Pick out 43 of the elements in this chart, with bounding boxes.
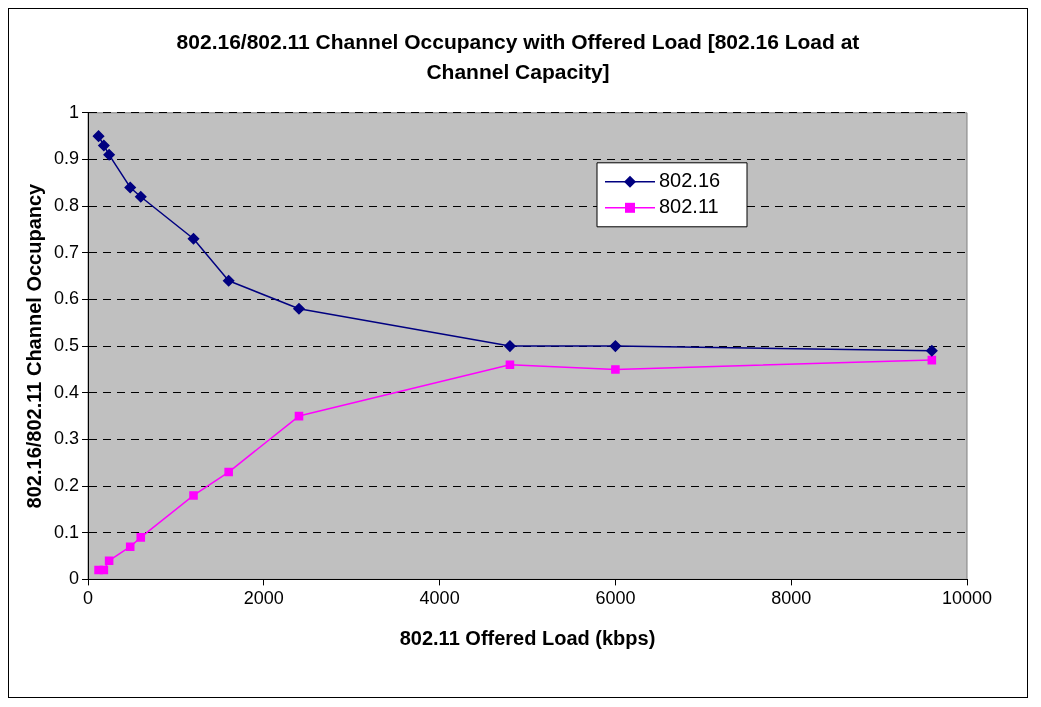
point: [125, 542, 135, 552]
point: [99, 565, 109, 575]
point: [187, 233, 200, 245]
point: [124, 181, 136, 194]
y-tick-label: 0.3: [53, 428, 80, 449]
y-tick-label: 0.1: [53, 521, 80, 542]
y-tick-label: 0: [69, 568, 80, 589]
point: [505, 360, 515, 370]
point: [92, 130, 105, 142]
y-tick-label: 0.2: [53, 475, 80, 496]
point: [294, 411, 304, 421]
y-tick-label: 0.5: [53, 335, 80, 356]
point: [293, 303, 305, 315]
x-tick-label: 8000: [771, 588, 812, 609]
x-tick-label: 2000: [243, 588, 284, 609]
point: [927, 355, 937, 365]
y-tick-label: 0.8: [53, 195, 80, 216]
y-axis-title: 802.16/802.11 Channel Occupancy: [22, 182, 45, 509]
point: [104, 556, 114, 566]
x-tick-label: 10000: [941, 588, 993, 609]
y-tick-label: 0.6: [53, 288, 80, 309]
x-tick-label: 0: [83, 588, 94, 609]
point: [222, 275, 235, 287]
point: [609, 340, 622, 352]
point: [224, 467, 233, 477]
chart-title: 802.16/802.11 Channel Occupancy with Offered Load [802.16 Load at Channel Capacity]: [175, 29, 861, 85]
legend-label: 802.16: [659, 169, 721, 192]
point: [189, 491, 198, 500]
point: [504, 340, 516, 352]
point: [98, 139, 110, 152]
point: [136, 533, 146, 542]
legend-label: 802.11: [659, 195, 719, 218]
point: [135, 191, 147, 203]
x-axis-title: 802.11 Offered Load (kbps): [399, 626, 656, 649]
y-tick-label: 0.4: [53, 381, 80, 402]
point: [926, 345, 938, 357]
y-tick-label: 0.7: [53, 241, 80, 262]
point: [103, 149, 115, 161]
y-tick-label: 1: [69, 101, 80, 122]
y-tick-label: 0.9: [53, 148, 80, 169]
x-tick-label: 6000: [595, 588, 636, 609]
point: [611, 365, 620, 374]
x-tick-label: 4000: [419, 588, 460, 609]
